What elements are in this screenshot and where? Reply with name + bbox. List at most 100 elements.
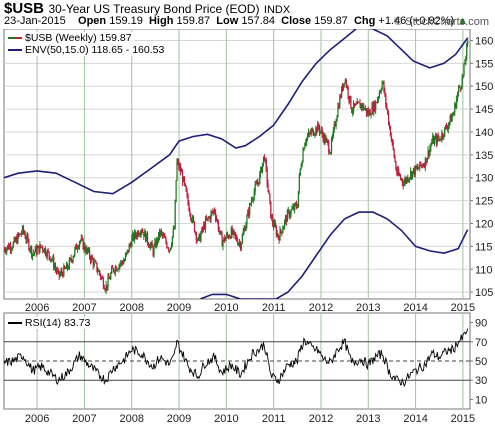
candle-body	[100, 274, 102, 278]
rsi-x-tick-label: 2006	[25, 413, 49, 425]
candle-body	[311, 128, 313, 131]
candle-body	[173, 228, 175, 230]
candle-body	[128, 244, 130, 252]
envelope-lower-line	[200, 211, 469, 299]
candle-body	[227, 235, 230, 238]
candle-body	[252, 198, 254, 200]
candle-body	[95, 261, 97, 264]
candle-body	[355, 104, 358, 105]
candle-body	[399, 174, 401, 176]
candle-body	[351, 108, 353, 113]
candle-body	[405, 178, 407, 182]
candle-body	[419, 161, 421, 169]
open-label: Open	[78, 15, 107, 27]
candle-body	[172, 229, 174, 237]
candle-body	[50, 259, 52, 261]
candle-body	[215, 218, 218, 220]
candle-body	[354, 104, 357, 106]
candle-body	[47, 250, 49, 252]
candle-body	[209, 216, 211, 220]
candle-body	[389, 126, 392, 137]
candle-body	[66, 263, 68, 269]
candle-body	[15, 237, 17, 242]
candle-body	[443, 136, 445, 137]
candle-body	[157, 238, 159, 242]
candle-body	[327, 140, 329, 143]
candle-body	[32, 253, 34, 257]
candle-body	[376, 102, 378, 103]
candle-body	[216, 219, 219, 222]
candle-body	[435, 136, 438, 144]
candle-body	[30, 246, 32, 250]
candle-body	[283, 226, 285, 230]
candle-body	[126, 249, 128, 253]
candle-body	[108, 276, 110, 279]
candle-body	[114, 266, 117, 273]
candle-body	[383, 81, 385, 92]
candle-body	[102, 278, 105, 288]
candle-body	[31, 246, 33, 257]
candle-body	[86, 248, 88, 253]
rsi-x-axis: 2006 2007 2008 2009 2010 2011 2012 2013 2014 2015	[25, 413, 475, 425]
candle-body	[81, 238, 83, 240]
rsi-y-tick-label: 50	[475, 356, 487, 368]
candle-body	[298, 175, 300, 192]
candle-body	[406, 177, 408, 182]
change-value: +1.46 (+0.92%)	[378, 15, 455, 27]
candle-body	[328, 142, 330, 152]
candle-body	[426, 158, 428, 163]
candle-body	[344, 79, 346, 83]
candle-body	[374, 102, 376, 111]
candle-body	[356, 101, 358, 105]
candle-body	[320, 129, 323, 132]
candle-body	[77, 248, 79, 250]
price-y-tick-label: 125	[475, 196, 493, 208]
candle-body	[379, 91, 381, 93]
candle-body	[349, 96, 351, 101]
candle-body	[133, 233, 135, 240]
candle-body	[14, 238, 16, 242]
candle-body	[166, 242, 168, 248]
up-arrow-icon: ▲	[457, 15, 469, 27]
candle-body	[66, 263, 69, 269]
candle-body	[177, 160, 179, 162]
candle-body	[245, 224, 247, 231]
candle-body	[296, 204, 298, 208]
candle-body	[409, 177, 411, 180]
candle-body	[353, 103, 355, 111]
candle-body	[324, 135, 326, 143]
candle-body	[76, 244, 78, 250]
candle-body	[182, 177, 185, 182]
candle-body	[445, 126, 447, 128]
candle-body	[147, 243, 150, 246]
candle-body	[262, 156, 265, 164]
candle-body	[234, 231, 236, 236]
candle-body	[423, 165, 426, 168]
candle-body	[191, 218, 193, 222]
candle-body	[131, 237, 133, 247]
candle-body	[190, 213, 192, 219]
price-x-tick-label: 2009	[167, 302, 191, 314]
candle-body	[16, 237, 18, 244]
candle-body	[23, 231, 25, 235]
candle-body	[290, 209, 292, 215]
candle-body	[43, 250, 45, 253]
candle-body	[154, 241, 156, 246]
candle-body	[88, 249, 90, 252]
candle-body	[207, 217, 209, 219]
candle-body	[458, 87, 461, 88]
candle-body	[448, 122, 450, 126]
candle-body	[67, 268, 70, 270]
candle-body	[363, 104, 365, 110]
candle-body	[25, 238, 27, 241]
candle-body	[208, 216, 210, 219]
candle-body	[142, 232, 144, 234]
candle-body	[267, 183, 269, 190]
candle-body	[197, 237, 199, 241]
candle-body	[171, 236, 174, 245]
candle-body	[87, 248, 89, 252]
candle-body	[313, 134, 315, 136]
candle-body	[61, 271, 63, 274]
candle-body	[144, 231, 146, 237]
price-x-tick-label: 2007	[72, 302, 96, 314]
